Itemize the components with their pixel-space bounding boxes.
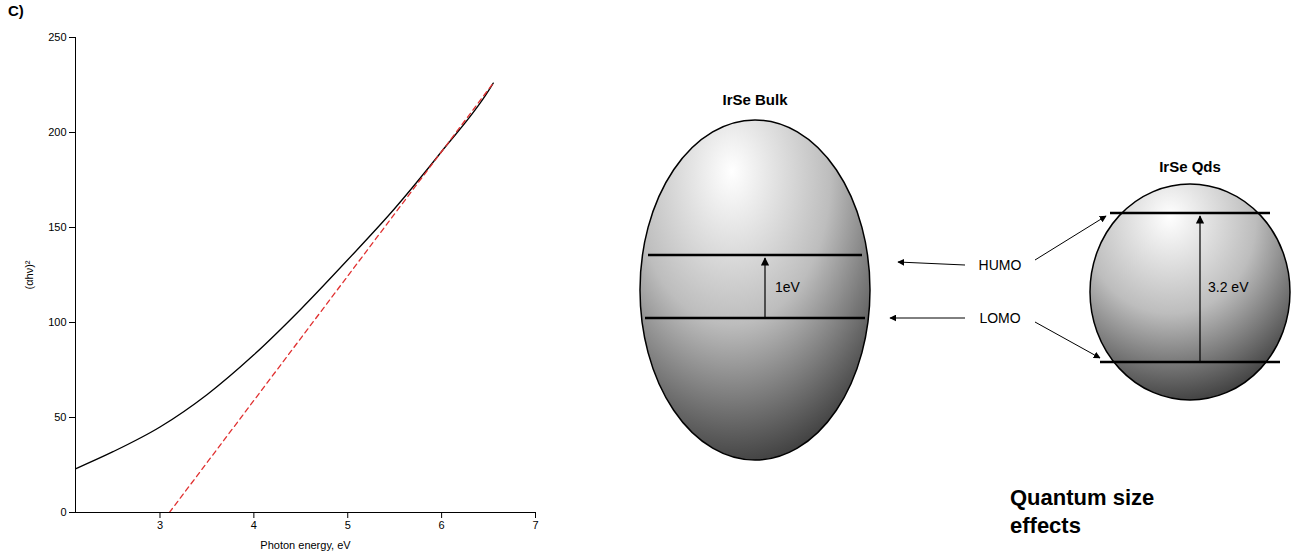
svg-text:IrSe Bulk: IrSe Bulk xyxy=(722,91,788,108)
svg-text:Quantum size: Quantum size xyxy=(1010,485,1154,510)
svg-text:100: 100 xyxy=(48,316,66,328)
svg-text:250: 250 xyxy=(48,31,66,43)
svg-text:effects: effects xyxy=(1010,513,1081,538)
svg-text:(αhν)²: (αhν)² xyxy=(23,260,35,289)
svg-text:3.2 eV: 3.2 eV xyxy=(1208,279,1249,295)
svg-text:0: 0 xyxy=(60,506,66,518)
svg-text:Photon energy, eV: Photon energy, eV xyxy=(260,539,351,551)
svg-text:HUMO: HUMO xyxy=(979,257,1022,273)
svg-text:7: 7 xyxy=(532,519,538,531)
svg-text:LOMO: LOMO xyxy=(979,310,1020,326)
svg-text:5: 5 xyxy=(345,519,351,531)
svg-text:3: 3 xyxy=(157,519,163,531)
svg-text:200: 200 xyxy=(48,126,66,138)
svg-text:150: 150 xyxy=(48,221,66,233)
svg-text:50: 50 xyxy=(54,411,66,423)
svg-text:6: 6 xyxy=(439,519,445,531)
svg-text:IrSe Qds: IrSe Qds xyxy=(1159,158,1221,175)
html-text:C): C) xyxy=(8,2,24,19)
svg-text:1eV: 1eV xyxy=(775,279,801,295)
svg-text:4: 4 xyxy=(251,519,257,531)
